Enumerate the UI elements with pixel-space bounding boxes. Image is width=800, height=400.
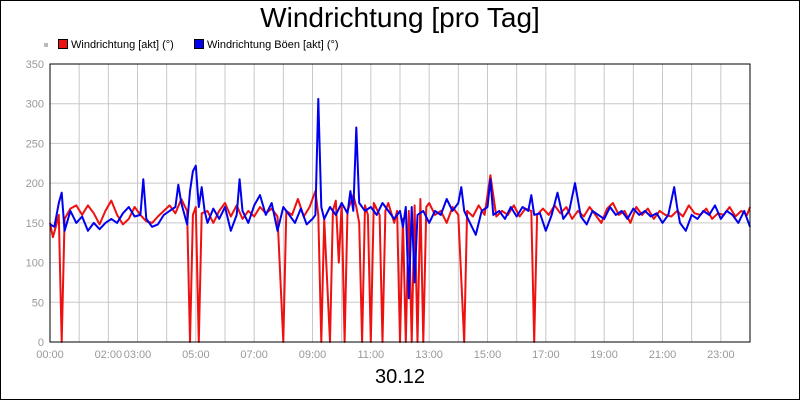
- x-tick-label: 05:00: [182, 349, 210, 361]
- legend-marker-icon: [44, 43, 48, 47]
- chart-title: Windrichtung [pro Tag]: [260, 2, 540, 33]
- y-tick-label: 100: [26, 258, 44, 270]
- y-tick-label: 0: [38, 337, 44, 349]
- x-tick-label: 13:00: [415, 349, 443, 361]
- y-tick-label: 250: [26, 138, 44, 150]
- x-tick-label: 09:00: [299, 349, 327, 361]
- x-tick-label: 23:00: [707, 349, 735, 361]
- series-line-2: [49, 97, 751, 300]
- y-tick-label: 50: [32, 297, 44, 309]
- plot-border: [49, 63, 751, 343]
- x-tick-label: 03:00: [124, 349, 152, 361]
- x-axis-caption: 30.12: [374, 366, 426, 388]
- legend-label-series-2: Windrichtung Böen [akt] (°): [207, 39, 339, 51]
- y-tick-label: 150: [26, 218, 44, 230]
- series-line-1: [49, 174, 751, 343]
- legend-swatch-series-1: [58, 39, 68, 49]
- x-tick-label: 00:00: [36, 349, 64, 361]
- y-tick-label: 200: [26, 178, 44, 190]
- x-tick-label: 02:00: [95, 349, 123, 361]
- x-tick-label: 11:00: [357, 349, 384, 361]
- x-tick-label: 21:00: [649, 349, 677, 361]
- legend-item-series-1: Windrichtung [akt] (°): [58, 39, 174, 51]
- x-tick-label: 19:00: [590, 349, 618, 361]
- x-tick-label: 17:00: [532, 349, 560, 361]
- legend-item-series-2: Windrichtung Böen [akt] (°): [194, 39, 339, 51]
- y-tick-label: 300: [26, 99, 44, 111]
- x-tick-label: 15:00: [474, 349, 502, 361]
- y-tick-label: 350: [26, 59, 44, 71]
- x-tick-label: 07:00: [240, 349, 268, 361]
- legend-swatch-series-2: [194, 39, 204, 49]
- legend-label-series-1: Windrichtung [akt] (°): [71, 39, 174, 51]
